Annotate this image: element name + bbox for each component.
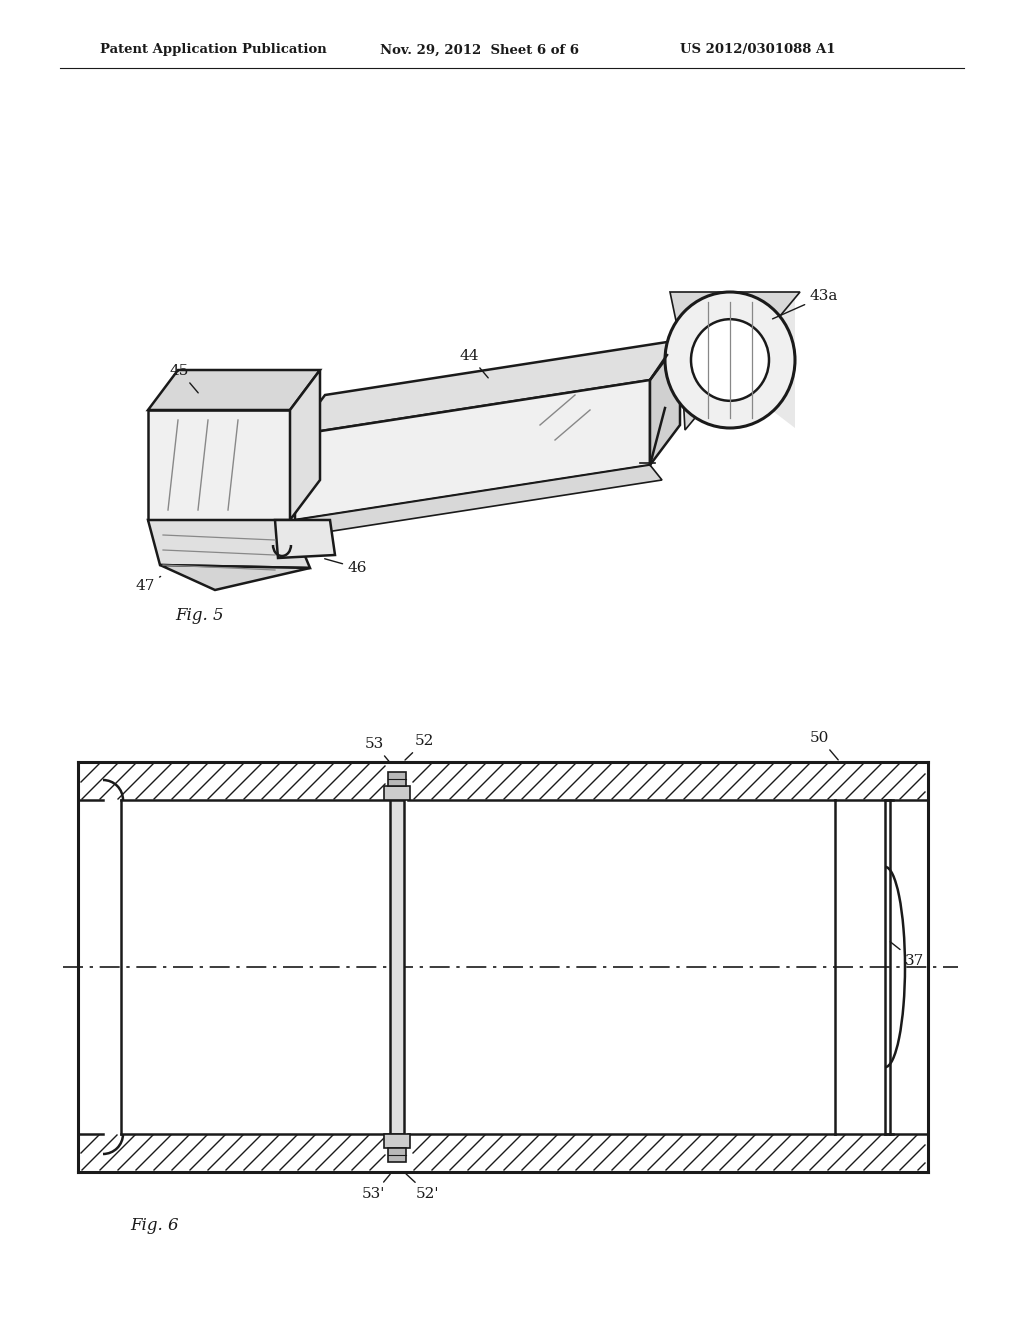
Polygon shape <box>160 565 310 590</box>
Text: Fig. 6: Fig. 6 <box>130 1217 178 1234</box>
Text: 53: 53 <box>365 737 390 763</box>
Polygon shape <box>290 370 319 520</box>
Polygon shape <box>275 520 335 558</box>
Text: Patent Application Publication: Patent Application Publication <box>100 44 327 57</box>
Text: 52: 52 <box>406 734 434 760</box>
Text: 45: 45 <box>170 364 199 393</box>
Polygon shape <box>148 411 290 520</box>
Text: 46: 46 <box>325 558 368 576</box>
Text: 53': 53' <box>362 1173 390 1201</box>
Text: 43a: 43a <box>772 289 839 319</box>
Text: 44: 44 <box>460 348 488 378</box>
Polygon shape <box>388 1148 407 1162</box>
Polygon shape <box>295 341 680 436</box>
Text: 47: 47 <box>135 577 161 593</box>
Polygon shape <box>148 520 310 568</box>
Polygon shape <box>680 292 795 428</box>
Polygon shape <box>295 380 650 520</box>
Polygon shape <box>148 370 319 411</box>
Polygon shape <box>295 465 662 535</box>
Text: 50: 50 <box>810 731 839 760</box>
Polygon shape <box>650 341 680 465</box>
Polygon shape <box>390 800 404 1134</box>
Text: Fig. 5: Fig. 5 <box>175 607 223 624</box>
Polygon shape <box>388 772 407 785</box>
Ellipse shape <box>691 319 769 401</box>
Text: 52': 52' <box>407 1173 439 1201</box>
Polygon shape <box>670 292 800 430</box>
Polygon shape <box>384 785 410 800</box>
Text: 37: 37 <box>890 941 925 968</box>
Text: US 2012/0301088 A1: US 2012/0301088 A1 <box>680 44 836 57</box>
Polygon shape <box>384 1134 410 1148</box>
Text: Nov. 29, 2012  Sheet 6 of 6: Nov. 29, 2012 Sheet 6 of 6 <box>380 44 579 57</box>
Ellipse shape <box>665 292 795 428</box>
